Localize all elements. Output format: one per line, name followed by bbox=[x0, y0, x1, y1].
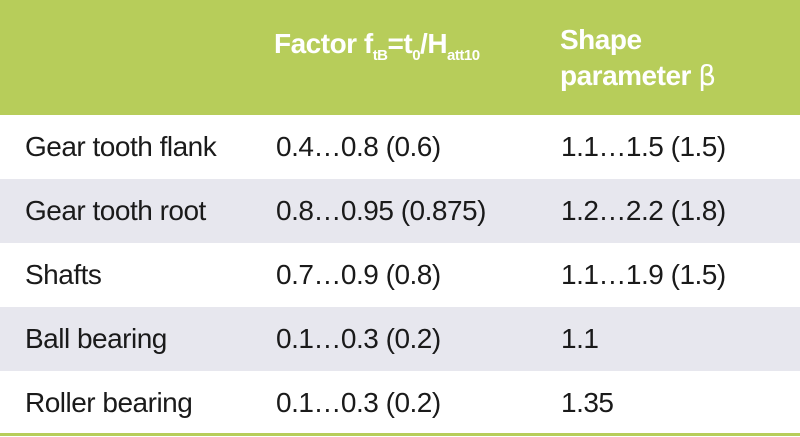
cell-shape: 1.1…1.9 (1.5) bbox=[561, 259, 726, 290]
header-shape-line1: Shape bbox=[560, 24, 642, 55]
header-factor-sub-tb: tB bbox=[372, 47, 388, 64]
cell-shape: 1.35 bbox=[561, 387, 614, 418]
cell-shape: 1.1…1.5 (1.5) bbox=[561, 131, 726, 162]
header-shape-text: parameter bbox=[560, 60, 699, 91]
cell-factor: 0.1…0.3 (0.2) bbox=[276, 387, 441, 418]
header-factor-sub-att10: att10 bbox=[447, 47, 480, 64]
table-row: Shafts 0.7…0.9 (0.8) 1.1…1.9 (1.5) bbox=[0, 243, 800, 307]
cell-component: Gear tooth flank bbox=[25, 131, 217, 162]
header-factor-sub-0: 0 bbox=[412, 47, 421, 64]
header-factor-h: /H bbox=[420, 28, 448, 59]
table-row: Roller bearing 0.1…0.3 (0.2) 1.35 bbox=[0, 371, 800, 435]
cell-component: Ball bearing bbox=[25, 323, 167, 354]
header-factor-text: Factor f bbox=[274, 28, 373, 59]
table-row: Gear tooth flank 0.4…0.8 (0.6) 1.1…1.5 (… bbox=[0, 115, 800, 179]
beta-symbol: β bbox=[698, 59, 716, 92]
table-row: Ball bearing 0.1…0.3 (0.2) 1.1 bbox=[0, 307, 800, 371]
table-header: Factor ftB=t0/Hatt10 Shape parameter β bbox=[0, 0, 800, 115]
header-factor-eq: =t bbox=[387, 28, 413, 59]
table-bottom-rule bbox=[0, 433, 800, 436]
cell-component: Shafts bbox=[25, 259, 102, 290]
table-row: Gear tooth root 0.8…0.95 (0.875) 1.2…2.2… bbox=[0, 179, 800, 243]
header-factor: Factor ftB=t0/Hatt10 bbox=[274, 26, 480, 67]
cell-factor: 0.7…0.9 (0.8) bbox=[276, 259, 441, 290]
cell-factor: 0.4…0.8 (0.6) bbox=[276, 131, 441, 162]
cell-component: Gear tooth root bbox=[25, 195, 206, 226]
cell-shape: 1.1 bbox=[561, 323, 599, 354]
header-shape-line2: parameter β bbox=[560, 58, 716, 94]
cell-shape: 1.2…2.2 (1.8) bbox=[561, 195, 726, 226]
cell-factor: 0.8…0.95 (0.875) bbox=[276, 195, 486, 226]
header-shape: Shape parameter β bbox=[560, 22, 716, 94]
cell-factor: 0.1…0.3 (0.2) bbox=[276, 323, 441, 354]
cell-component: Roller bearing bbox=[25, 387, 193, 418]
